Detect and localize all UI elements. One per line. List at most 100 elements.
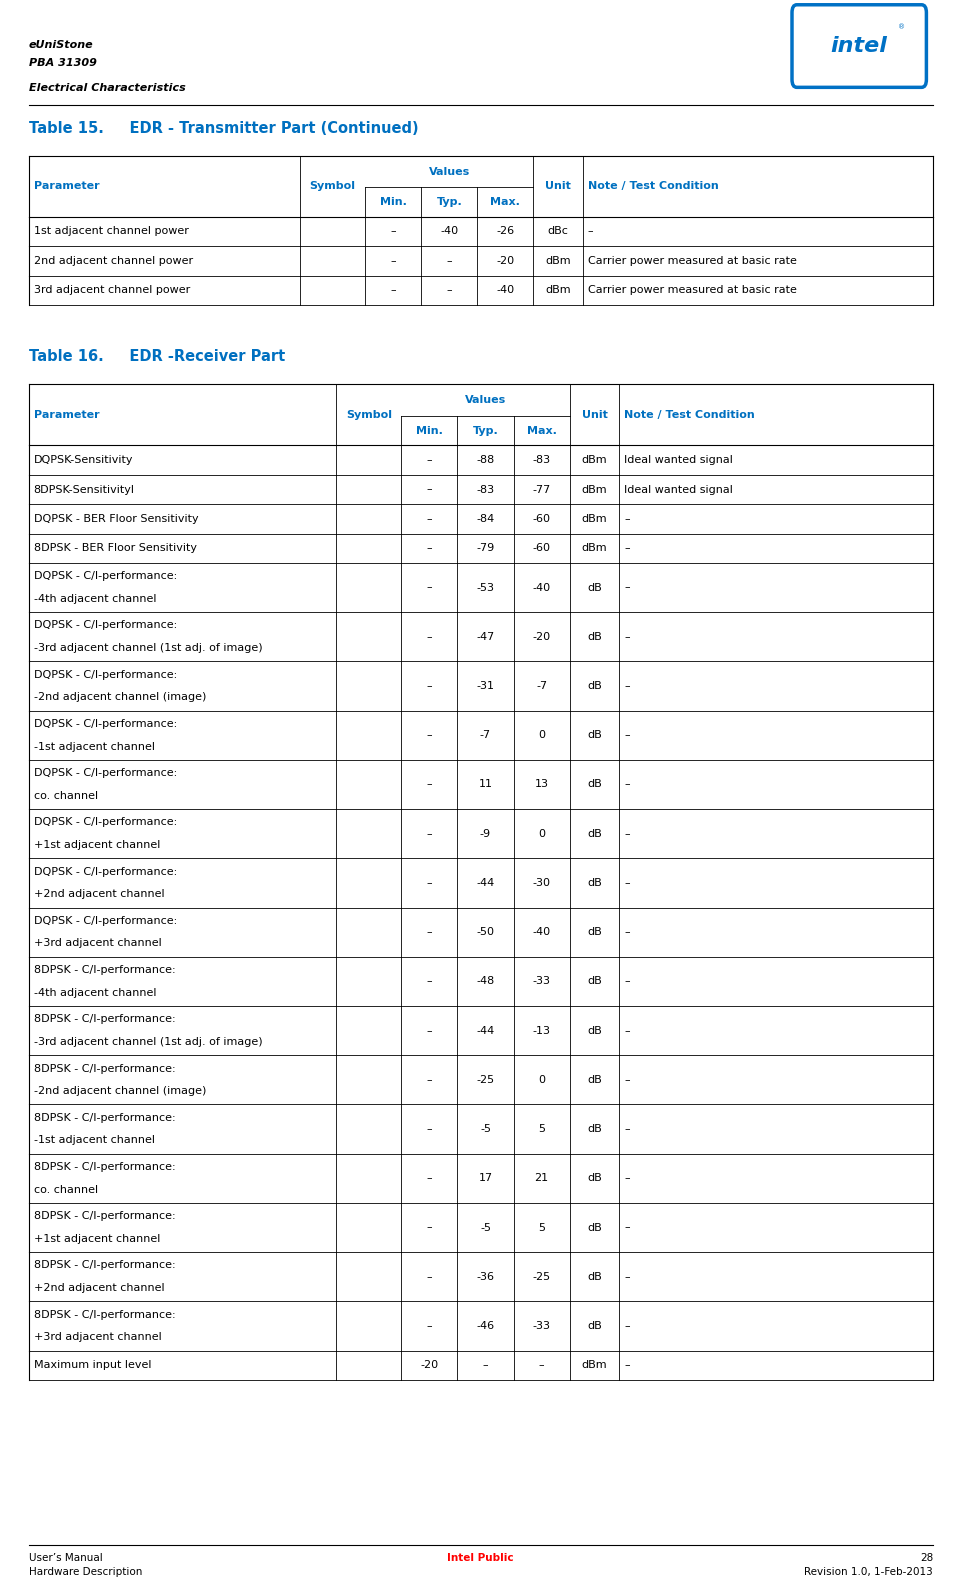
Text: –: – [426,1026,432,1035]
Text: 2nd adjacent channel power: 2nd adjacent channel power [34,256,193,265]
Text: –: – [426,1321,432,1331]
Text: –: – [426,456,432,465]
Text: -3rd adjacent channel (1st adj. of image): -3rd adjacent channel (1st adj. of image… [34,643,262,653]
Text: –: – [624,515,630,524]
Text: -20: -20 [496,256,515,265]
Text: Max.: Max. [491,197,520,206]
Text: 8DPSK - C/I-performance:: 8DPSK - C/I-performance: [34,1015,176,1024]
Text: dBc: dBc [548,227,568,237]
Text: -7: -7 [480,730,492,740]
Text: –: – [426,681,432,691]
Text: Unit: Unit [545,181,571,191]
Text: –: – [624,977,630,986]
Text: -60: -60 [533,543,550,553]
Text: dB: dB [588,1026,602,1035]
Text: –: – [624,1223,630,1232]
Text: Min.: Min. [380,197,407,206]
Text: DQPSK - C/I-performance:: DQPSK - C/I-performance: [34,867,177,877]
Text: Carrier power measured at basic rate: Carrier power measured at basic rate [588,256,797,265]
Text: –: – [483,1361,489,1370]
Text: 8DPSK - BER Floor Sensitivity: 8DPSK - BER Floor Sensitivity [34,543,197,553]
Text: dB: dB [588,780,602,789]
Text: –: – [426,1223,432,1232]
Text: DQPSK - C/I-performance:: DQPSK - C/I-performance: [34,572,177,581]
Text: –: – [624,1321,630,1331]
Text: –: – [624,1124,630,1134]
Text: -5: -5 [480,1223,491,1232]
Text: -40: -40 [441,227,458,237]
Text: –: – [391,227,396,237]
Text: –: – [624,1026,630,1035]
Text: dBm: dBm [545,256,571,265]
FancyBboxPatch shape [792,5,926,87]
Text: PBA 31309: PBA 31309 [29,57,97,68]
Text: DQPSK - C/I-performance:: DQPSK - C/I-performance: [34,916,177,926]
Text: -5: -5 [480,1124,491,1134]
Text: Parameter: Parameter [34,181,99,191]
Text: Note / Test Condition: Note / Test Condition [588,181,719,191]
Text: dBm: dBm [582,1361,608,1370]
Text: Typ.: Typ. [437,197,462,206]
Text: Ideal wanted signal: Ideal wanted signal [624,456,733,465]
Text: –: – [624,780,630,789]
Text: eUniStone: eUniStone [29,40,93,51]
Text: –: – [624,1174,630,1183]
Text: Revision 1.0, 1-Feb-2013: Revision 1.0, 1-Feb-2013 [804,1567,933,1577]
Text: 5: 5 [538,1223,545,1232]
Text: -4th adjacent channel: -4th adjacent channel [34,594,156,603]
Text: 8DPSK - C/I-performance:: 8DPSK - C/I-performance: [34,966,176,975]
Text: –: – [624,583,630,592]
Text: Note / Test Condition: Note / Test Condition [624,410,755,419]
Text: dBm: dBm [582,543,608,553]
Text: Carrier power measured at basic rate: Carrier power measured at basic rate [588,286,797,295]
Text: -26: -26 [496,227,515,237]
Text: –: – [426,1272,432,1282]
Text: Parameter: Parameter [34,410,99,419]
Text: -40: -40 [496,286,515,295]
Text: –: – [426,730,432,740]
Text: 0: 0 [538,829,545,838]
Text: Maximum input level: Maximum input level [34,1361,151,1370]
Text: -2nd adjacent channel (image): -2nd adjacent channel (image) [34,692,206,702]
Text: Unit: Unit [582,410,608,419]
Text: –: – [426,977,432,986]
Text: User’s Manual: User’s Manual [29,1553,103,1563]
Text: dB: dB [588,1223,602,1232]
Text: 28: 28 [920,1553,933,1563]
Text: dB: dB [588,632,602,642]
Text: -40: -40 [533,583,551,592]
Text: –: – [426,878,432,888]
Text: -3rd adjacent channel (1st adj. of image): -3rd adjacent channel (1st adj. of image… [34,1037,262,1046]
Text: –: – [624,878,630,888]
Text: +1st adjacent channel: +1st adjacent channel [34,1234,160,1243]
Text: intel: intel [830,37,888,56]
Text: co. channel: co. channel [34,791,98,800]
Text: Values: Values [465,395,506,405]
Text: DQPSK - C/I-performance:: DQPSK - C/I-performance: [34,621,177,630]
Text: dB: dB [588,1321,602,1331]
Text: –: – [624,927,630,937]
Text: –: – [426,829,432,838]
Text: Intel Public: Intel Public [446,1553,514,1563]
Text: Symbol: Symbol [346,410,392,419]
Text: 21: 21 [535,1174,548,1183]
Text: -7: -7 [536,681,547,691]
Text: –: – [624,730,630,740]
Text: Values: Values [429,167,470,176]
Text: 1st adjacent channel power: 1st adjacent channel power [34,227,188,237]
Text: +1st adjacent channel: +1st adjacent channel [34,840,160,850]
Text: -46: -46 [476,1321,494,1331]
Text: –: – [426,1174,432,1183]
Text: –: – [624,1361,630,1370]
Text: -13: -13 [533,1026,550,1035]
Text: -33: -33 [533,1321,550,1331]
Text: co. channel: co. channel [34,1185,98,1194]
Text: –: – [426,484,432,494]
Text: dB: dB [588,1075,602,1085]
Text: DQPSK-Sensitivity: DQPSK-Sensitivity [34,456,133,465]
Text: 0: 0 [538,1075,545,1085]
Text: -20: -20 [533,632,551,642]
Text: dBm: dBm [545,286,571,295]
Text: –: – [446,286,452,295]
Text: DQPSK - C/I-performance:: DQPSK - C/I-performance: [34,719,177,729]
